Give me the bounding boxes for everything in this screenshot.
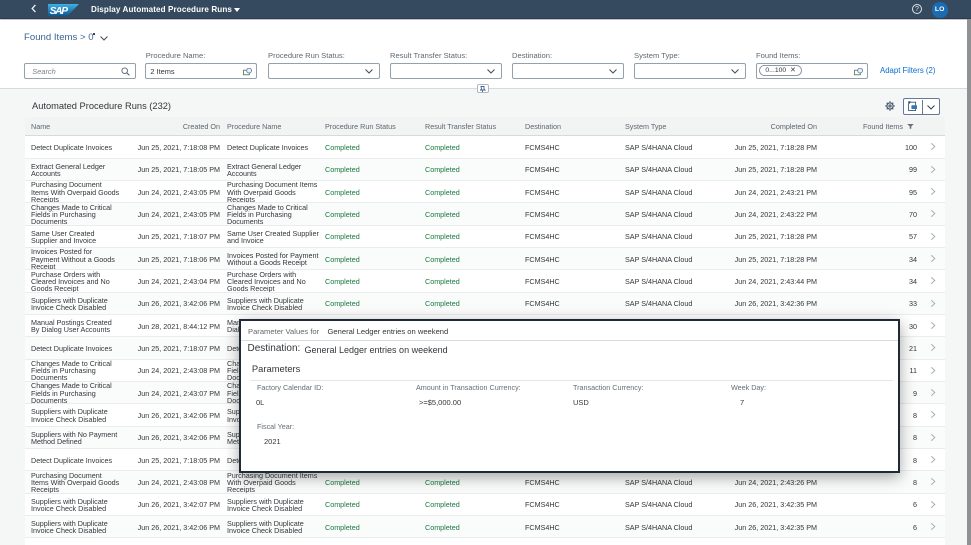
- svg-text:SAP: SAP: [50, 6, 69, 16]
